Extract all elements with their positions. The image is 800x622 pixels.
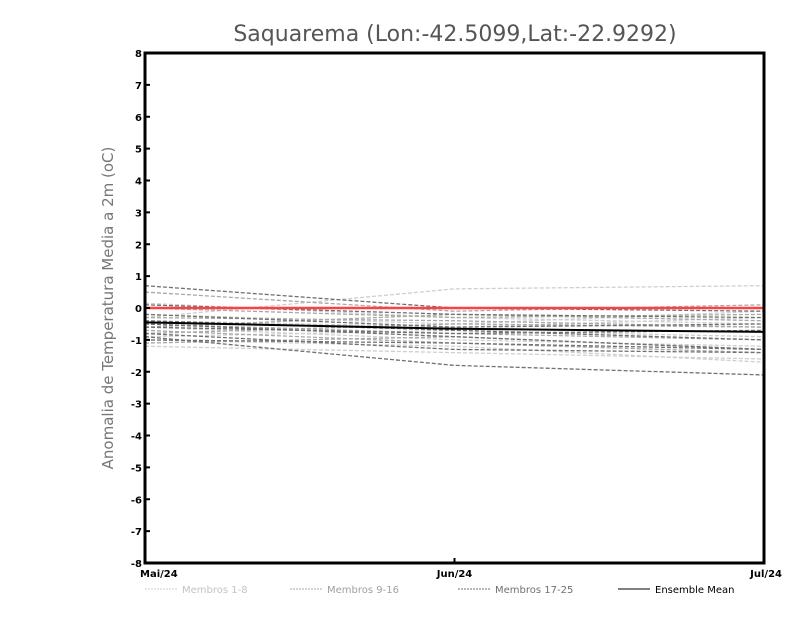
legend-label: Membros 1-8 [182, 585, 248, 596]
y-tick-label: 4 [135, 177, 142, 188]
y-tick-label: 6 [135, 113, 142, 124]
legend-label: Membros 9-16 [327, 585, 399, 596]
y-ticks: -8 -7 -6 -5 -4 -3 -2 -1 0 1 2 3 4 5 6 7 8 [131, 49, 150, 570]
member-line-group1-2 [144, 345, 765, 360]
chart-title: Saquarema (Lon:-42.5099,Lat:-22.9292) [233, 22, 676, 47]
member-line-group3-6 [144, 332, 765, 354]
y-axis-label: Anomalia de Temperatura Media a 2m (oC) [99, 147, 117, 470]
y-tick-label: 5 [135, 145, 142, 156]
y-tick-label: 1 [135, 272, 142, 283]
member-line-group3-1 [144, 285, 765, 312]
y-tick-label: -5 [131, 463, 142, 474]
legend: Membros 1-8 Membros 9-16 Membros 17-25 Ense… [145, 585, 734, 596]
x-tick-label: Mai/24 [140, 569, 178, 580]
member-line-group3-5 [144, 313, 765, 328]
y-tick-label: 7 [135, 81, 142, 92]
legend-label: Membros 17-25 [495, 585, 573, 596]
y-tick-label: -6 [131, 495, 142, 506]
y-tick-label: -1 [131, 336, 142, 347]
member-line-group1-7 [144, 339, 765, 363]
y-tick-label: 0 [135, 304, 142, 315]
y-tick-label: 3 [135, 208, 142, 219]
x-ticks: Mai/24 Jun/24 Jul/24 [140, 558, 782, 580]
y-tick-label: -8 [131, 559, 142, 570]
ensemble-mean-line [144, 321, 765, 333]
legend-label: Ensemble Mean [655, 585, 734, 596]
y-tick-label: 2 [135, 240, 142, 251]
y-tick-label: -7 [131, 527, 142, 538]
y-tick-label: -3 [131, 400, 142, 411]
member-line-group3-9 [144, 339, 765, 351]
member-line-group1-4 [144, 326, 765, 347]
member-line-group3-4 [144, 323, 765, 351]
y-tick-label: -2 [131, 368, 142, 379]
member-line-group2-3 [144, 323, 765, 335]
x-tick-label: Jun/24 [436, 569, 473, 580]
member-line-group3-2 [144, 336, 765, 376]
member-line-group1-1 [144, 285, 765, 319]
y-tick-label: 8 [135, 49, 142, 60]
series-lines [144, 285, 765, 376]
member-line-group2-4 [144, 307, 765, 319]
member-line-group3-8 [144, 326, 765, 335]
y-tick-label: -4 [131, 432, 142, 443]
x-tick-label: Jul/24 [749, 569, 782, 580]
